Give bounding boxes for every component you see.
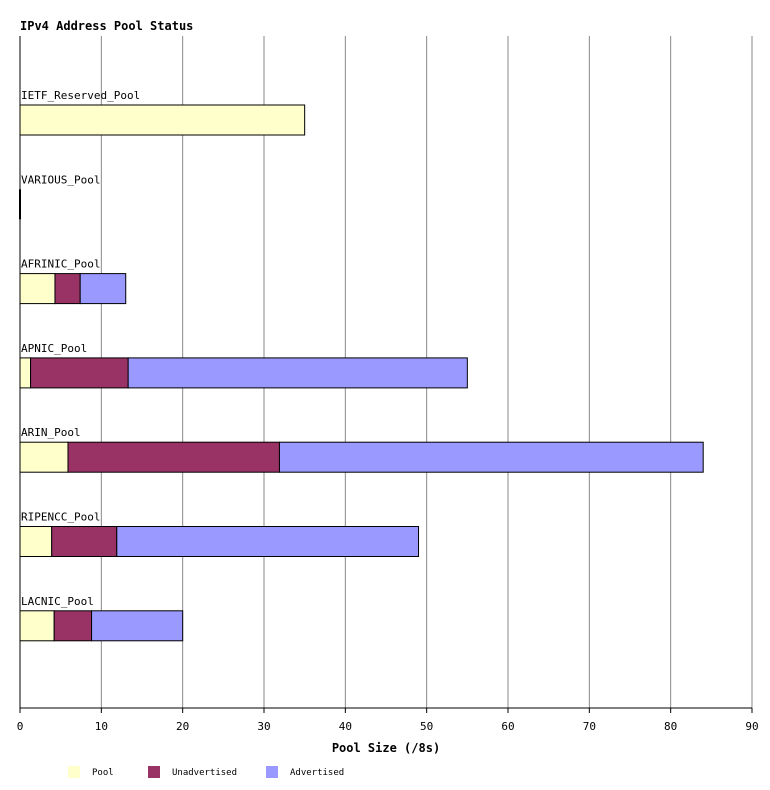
- x-tick-label-20: 20: [176, 720, 189, 733]
- chart-title: IPv4 Address Pool Status: [20, 19, 193, 33]
- bar-LACNIC_Pool-Advertised: [91, 610, 184, 642]
- category-label-ARIN_Pool: ARIN_Pool: [21, 426, 81, 439]
- category-label-RIPENCC_Pool: RIPENCC_Pool: [21, 511, 100, 524]
- legend-label-Unadvertised: Unadvertised: [172, 768, 237, 778]
- legend-label-Advertised: Advertised: [290, 768, 344, 778]
- legend-item-Pool: Pool: [68, 766, 114, 778]
- bar-APNIC_Pool-Unadvertised: [30, 357, 129, 389]
- bar-RIPENCC_Pool-Advertised: [116, 526, 420, 557]
- category-labels: IETF_Reserved_Pool VARIOUS_Pool AFRINIC_Po…: [21, 89, 140, 608]
- x-axis-label: Pool Size (/8s): [332, 741, 440, 755]
- bar-IETF_Reserved_Pool-Pool: [19, 104, 306, 136]
- legend-swatch-Advertised: [266, 766, 278, 778]
- bar-ARIN_Pool-Unadvertised: [67, 441, 280, 473]
- bar-APNIC_Pool-Pool: [19, 357, 32, 389]
- legend-item-Advertised: Advertised: [266, 766, 344, 778]
- x-tick-label-10: 10: [95, 720, 108, 733]
- bar-AFRINIC_Pool-Advertised: [79, 273, 127, 305]
- bar-LACNIC_Pool-Pool: [19, 610, 55, 642]
- bar-RIPENCC_Pool-Unadvertised: [51, 526, 118, 557]
- x-tick-label-60: 60: [501, 720, 514, 733]
- category-label-AFRINIC_Pool: AFRINIC_Pool: [21, 258, 100, 271]
- bar-RIPENCC_Pool-Pool: [19, 526, 53, 557]
- category-label-VARIOUS_Pool: VARIOUS_Pool: [21, 173, 100, 186]
- x-tick-label-80: 80: [664, 720, 677, 733]
- category-label-LACNIC_Pool: LACNIC_Pool: [21, 595, 94, 608]
- bar-ARIN_Pool-Pool: [19, 441, 69, 473]
- x-tick-label-70: 70: [583, 720, 596, 733]
- bar-AFRINIC_Pool-Unadvertised: [54, 273, 81, 305]
- x-tick-label-30: 30: [257, 720, 270, 733]
- x-tick-label-50: 50: [420, 720, 433, 733]
- bars: [19, 104, 704, 642]
- category-label-IETF_Reserved_Pool: IETF_Reserved_Pool: [21, 89, 140, 102]
- bar-LACNIC_Pool-Unadvertised: [53, 610, 93, 642]
- legend-swatch-Pool: [68, 766, 80, 778]
- legend-label-Pool: Pool: [92, 768, 114, 778]
- x-tick-label-0: 0: [17, 720, 24, 733]
- x-tick-label-90: 90: [745, 720, 758, 733]
- bar-APNIC_Pool-Advertised: [127, 357, 468, 389]
- legend-swatch-Unadvertised: [148, 766, 160, 778]
- legend: Pool Unadvertised Advertised: [68, 766, 344, 778]
- x-tick-label-40: 40: [339, 720, 352, 733]
- bar-ARIN_Pool-Advertised: [278, 441, 704, 473]
- category-label-APNIC_Pool: APNIC_Pool: [21, 342, 87, 355]
- x-axis: 0 10 20 30 40 50 60 70 80 90: [17, 36, 759, 733]
- legend-item-Unadvertised: Unadvertised: [148, 766, 237, 778]
- bar-AFRINIC_Pool-Pool: [19, 273, 56, 305]
